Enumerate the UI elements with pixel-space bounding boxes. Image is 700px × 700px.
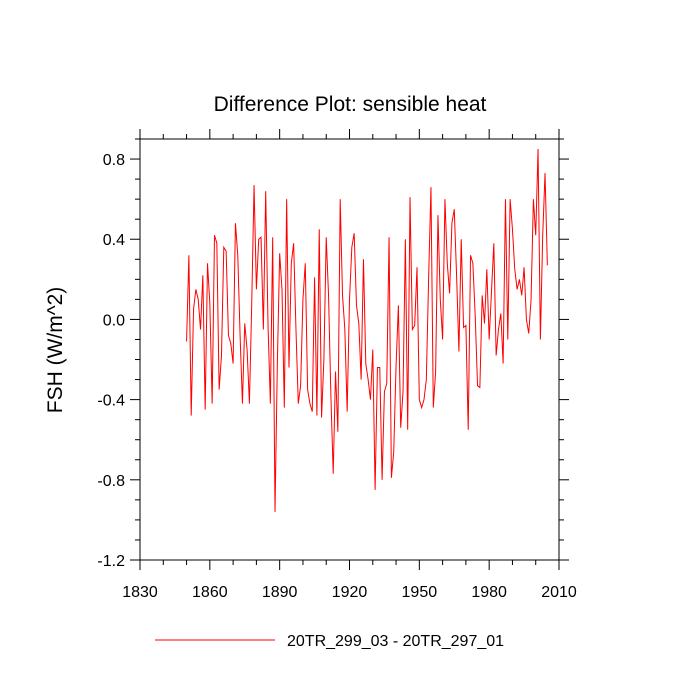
x-tick-label: 1950 <box>402 584 438 601</box>
y-tick-label: -0.8 <box>97 473 125 490</box>
y-tick-label: -1.2 <box>97 553 125 570</box>
chart-title: Difference Plot: sensible heat <box>214 93 487 116</box>
y-tick-label: 0.0 <box>103 312 125 329</box>
x-tick-label: 2010 <box>541 584 577 601</box>
y-tick-label: 0.4 <box>103 232 125 249</box>
legend-label: 20TR_299_03 - 20TR_297_01 <box>287 633 504 650</box>
x-tick-label: 1860 <box>192 584 228 601</box>
x-tick-label: 1830 <box>122 584 158 601</box>
x-tick-label: 1980 <box>471 584 507 601</box>
x-tick-label: 1920 <box>332 584 368 601</box>
y-axis-label: FSH (W/m^2) <box>44 287 67 414</box>
plot-area: -1.2 -0.8 -0.4 0.0 0.4 0.8 1830 1860 1890 1920 195… <box>97 129 577 601</box>
y-tick-label: -0.4 <box>97 393 125 410</box>
series-line-20TR_299_03-20TR_297_01 <box>186 149 548 512</box>
x-tick-label: 1890 <box>262 584 298 601</box>
y-tick-label: 0.8 <box>103 152 125 169</box>
legend: 20TR_299_03 - 20TR_297_01 <box>155 633 504 650</box>
